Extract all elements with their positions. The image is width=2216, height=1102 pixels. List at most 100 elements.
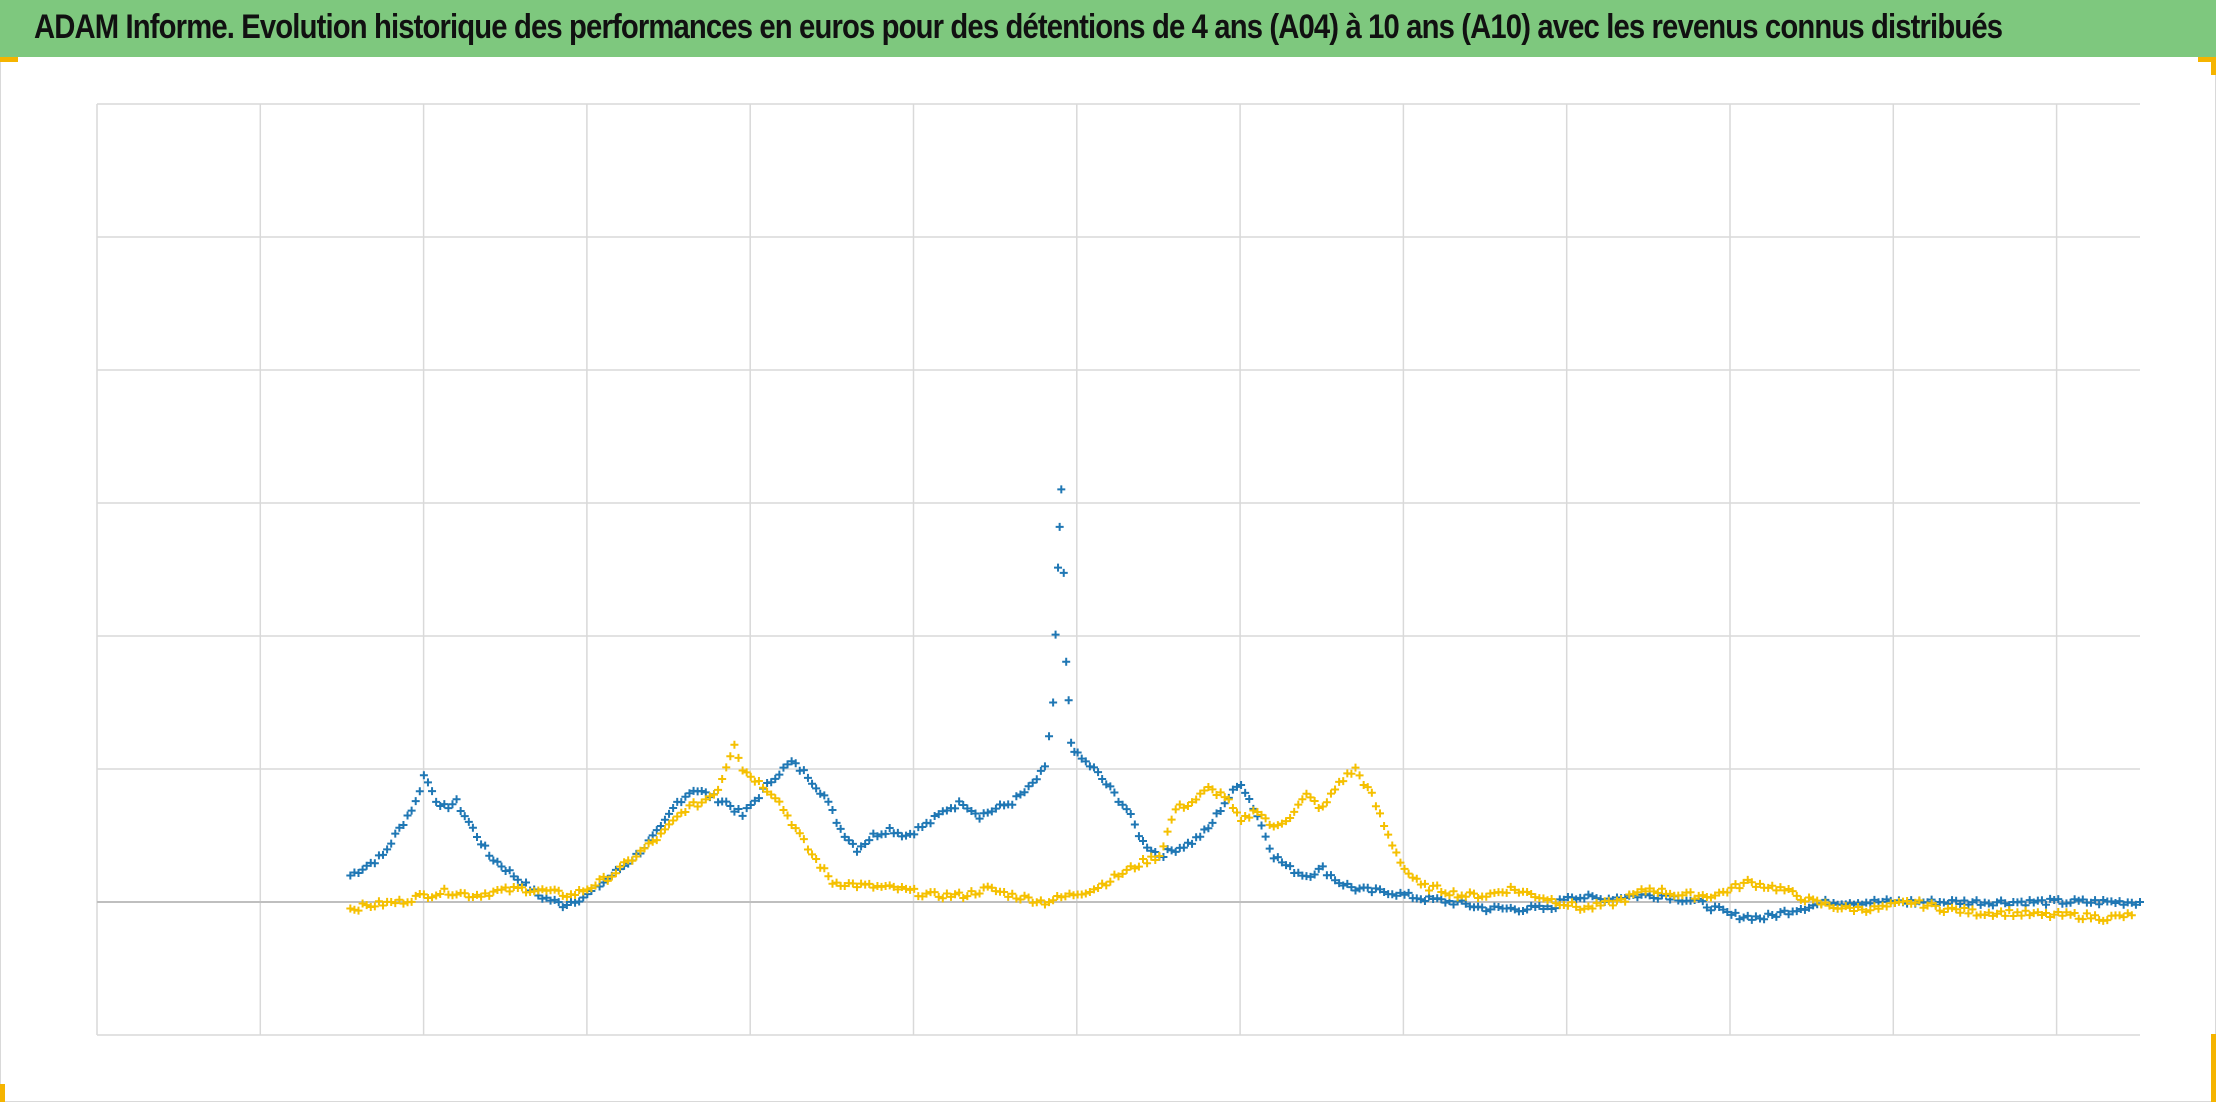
point-marker-a04	[885, 824, 894, 833]
point-marker-a04	[1306, 872, 1315, 881]
point-marker-a04	[1523, 905, 1532, 914]
point-marker-a10	[1171, 805, 1180, 814]
point-marker-a04	[1335, 879, 1344, 888]
point-marker-a10	[918, 892, 927, 901]
point-marker-a10	[1992, 909, 2001, 918]
point-marker-a04	[1764, 909, 1773, 918]
point-marker-a10	[1388, 841, 1397, 850]
point-marker-a04	[1102, 780, 1111, 789]
point-marker-a04	[1098, 774, 1107, 783]
point-marker-a04	[2042, 900, 2051, 909]
point-marker-a04	[1992, 898, 2001, 907]
point-marker-a10	[1796, 895, 1805, 904]
point-marker-a04	[1294, 868, 1303, 877]
point-marker-a04	[2066, 898, 2075, 907]
point-marker-a10	[595, 875, 604, 884]
point-marker-a04	[893, 828, 902, 837]
point-marker-a10	[1604, 896, 1613, 905]
point-marker-a10	[669, 816, 678, 825]
point-marker-a04	[513, 875, 522, 884]
point-marker-a04	[1772, 912, 1781, 921]
point-marker-a04	[1188, 839, 1197, 848]
point-marker-a04	[1196, 832, 1205, 841]
point-marker-a10	[1040, 900, 1049, 909]
point-marker-a10	[689, 798, 698, 807]
point-marker-a04	[1376, 885, 1384, 894]
point-marker-a10	[2013, 908, 2022, 917]
point-marker-a10	[607, 872, 616, 881]
point-marker-a04	[346, 871, 355, 880]
point-marker-a04	[750, 796, 759, 805]
point-marker-a04	[734, 804, 743, 813]
point-marker-a04	[1531, 902, 1540, 911]
point-marker-a10	[489, 887, 498, 896]
point-marker-a04	[1143, 843, 1152, 852]
point-marker-a10	[1425, 886, 1434, 895]
point-marker-a04	[1081, 757, 1090, 766]
point-marker-a10	[632, 852, 641, 861]
point-marker-a10	[2058, 911, 2067, 920]
point-marker-a10	[1547, 894, 1556, 903]
point-marker-a04	[2017, 897, 2026, 906]
point-marker-a10	[2021, 906, 2030, 915]
point-marker-a04	[1731, 908, 1740, 917]
point-marker-a04	[1751, 912, 1760, 921]
point-marker-a04	[1012, 792, 1021, 801]
point-marker-a10	[1273, 821, 1282, 830]
point-marker-a04	[1351, 886, 1360, 895]
point-marker-a04	[832, 818, 841, 827]
point-marker-a10	[485, 891, 494, 900]
point-marker-a10	[808, 850, 817, 859]
point-marker-a10	[955, 888, 964, 897]
point-marker-a04	[1800, 905, 1809, 914]
point-marker-a10	[2062, 908, 2071, 917]
point-marker-a10	[1359, 780, 1368, 789]
point-marker-a10	[1825, 901, 1834, 910]
point-marker-a10	[1960, 904, 1969, 913]
point-marker-a04	[407, 806, 416, 815]
chart-title: ADAM Informe. Evolution historique des p…	[34, 8, 2003, 46]
point-marker-a10	[1008, 889, 1017, 898]
point-marker-a10	[1318, 802, 1327, 811]
point-marker-a10	[738, 766, 747, 775]
point-marker-a10	[1106, 877, 1115, 886]
point-marker-a04	[477, 840, 486, 849]
point-marker-a10	[374, 897, 383, 906]
point-marker-a04	[2074, 896, 2083, 905]
point-marker-a10	[1858, 905, 1867, 914]
point-marker-a04	[852, 847, 861, 856]
point-marker-a04	[975, 814, 984, 823]
point-marker-a04	[1805, 903, 1814, 912]
point-marker-a04	[1792, 907, 1801, 916]
point-marker-a10	[477, 892, 486, 901]
point-marker-a10	[1874, 904, 1883, 913]
point-marker-a10	[930, 888, 939, 897]
point-marker-a10	[497, 885, 506, 894]
point-marker-a10	[387, 897, 396, 906]
point-marker-a04	[485, 851, 494, 860]
point-marker-a10	[1743, 875, 1752, 884]
point-marker-a10	[1347, 769, 1356, 778]
point-marker-a10	[1061, 892, 1070, 901]
point-marker-a10	[1192, 795, 1201, 804]
point-marker-a04	[1494, 903, 1503, 912]
point-marker-a04	[554, 898, 563, 907]
point-marker-a10	[1412, 874, 1421, 883]
point-marker-a10	[1188, 798, 1197, 807]
point-marker-a04	[787, 757, 796, 766]
point-marker-a10	[354, 906, 363, 915]
point-marker-a04	[1735, 915, 1744, 924]
point-marker-a10	[1020, 891, 1029, 900]
point-marker-a10	[399, 899, 408, 908]
point-marker-a04	[1535, 901, 1544, 910]
point-marker-a04	[656, 822, 665, 831]
point-marker-a04	[1960, 896, 1969, 905]
point-marker-a10	[436, 890, 445, 899]
point-marker-a10	[1862, 907, 1871, 916]
point-marker-a10	[2017, 911, 2026, 920]
point-marker-a10	[1633, 888, 1642, 897]
point-marker-a04	[1122, 805, 1131, 814]
point-marker-a04	[550, 895, 559, 904]
point-marker-a10	[1351, 763, 1360, 772]
point-marker-a04	[472, 832, 481, 841]
